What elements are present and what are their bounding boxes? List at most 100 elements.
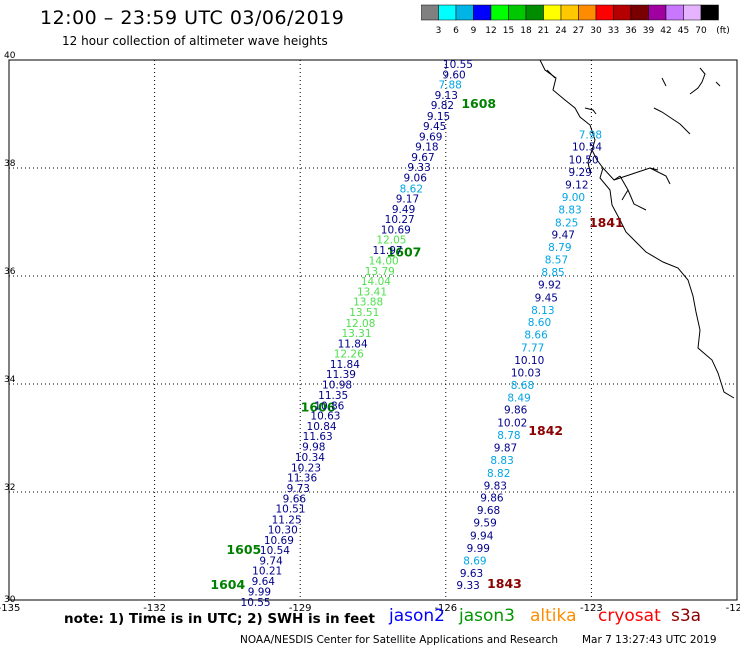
coastline [539, 59, 735, 399]
swh-value-label: 9.94 [470, 531, 494, 543]
legend-bin-label: 45 [678, 26, 689, 36]
legend-unit: (ft) [716, 26, 730, 36]
swh-value-label: 9.87 [494, 443, 517, 455]
lat-tick-label: 32 [4, 483, 15, 493]
pass-time-labels: 1608 1607 1606 1605 1604 1841 1842 1843 [210, 96, 623, 592]
lon-tick-label: -132 [143, 603, 166, 614]
swh-value-label: 8.79 [548, 242, 571, 254]
swh-value-label: 10.51 [275, 504, 305, 516]
swh-value-label: 13.79 [365, 266, 395, 278]
swh-value-label: 10.55 [443, 59, 473, 71]
map-title: 12:00 – 23:59 UTC 03/06/2019 [40, 7, 345, 29]
swh-value-label: 9.60 [442, 69, 465, 81]
legend-bin-label: 15 [503, 26, 514, 36]
swh-value-label: 9.47 [552, 230, 575, 242]
swh-value-label: 13.51 [349, 307, 379, 319]
swh-value-label: 11.97 [373, 245, 403, 257]
legend-bin-label: 12 [485, 26, 496, 36]
swh-value-label: 9.69 [419, 131, 442, 143]
swh-value-label: 9.63 [460, 568, 483, 580]
swh-value-label: 7.77 [521, 343, 544, 355]
swh-value-label: 8.78 [497, 430, 520, 442]
swh-value-label: 12.26 [334, 349, 364, 361]
legend-bin-label: 3 [436, 26, 442, 36]
swh-value-label: 9.68 [477, 505, 500, 517]
legend-bin-label: 30 [590, 26, 602, 36]
swh-value-label: 12.08 [345, 318, 375, 330]
satellite-name-s3a: s3a [671, 606, 702, 626]
swh-value-label: 11.25 [272, 514, 302, 526]
legend-bin-label: 33 [608, 26, 619, 36]
legend-swatch [490, 4, 509, 21]
legend-bin-label: 18 [520, 26, 532, 36]
pass-time-label: 1608 [461, 96, 496, 111]
swh-value-label: 9.92 [538, 279, 561, 291]
swh-value-label: 9.45 [423, 121, 446, 133]
lat-tick-label: 40 [4, 51, 16, 61]
pass-time-label: 1606 [301, 400, 336, 415]
legend-swatch [613, 4, 632, 21]
swh-value-label: 9.18 [415, 142, 438, 154]
satellite-name-altika: altika [530, 606, 577, 626]
pass-time-label: 1607 [387, 245, 422, 260]
legend-swatch [473, 4, 492, 21]
swh-value-label: 8.66 [524, 330, 548, 342]
swh-value-label: 8.25 [555, 217, 578, 229]
swh-value-label: 10.10 [514, 355, 544, 367]
swh-value-label: 9.64 [252, 576, 276, 588]
swh-value-label: 9.86 [504, 405, 528, 417]
legend-swatch [648, 4, 667, 21]
legend-bin-label: 70 [695, 26, 707, 36]
legend-swatch [700, 4, 719, 21]
lon-tick-label: -135 [0, 603, 20, 614]
swh-value-label: 8.85 [541, 267, 564, 279]
lon-tick-label: -126 [434, 603, 457, 614]
swh-value-label: 8.60 [528, 317, 551, 329]
swh-value-label: 9.29 [569, 167, 592, 179]
swh-value-label: 10.54 [572, 142, 602, 154]
lon-tick-label: -129 [289, 603, 312, 614]
swh-value-label: 8.57 [545, 255, 568, 267]
swh-value-label: 11.63 [303, 431, 333, 443]
legend-swatch [438, 4, 457, 21]
swh-value-label: 10.63 [310, 411, 340, 423]
legend-swatch [543, 4, 562, 21]
lat-tick-label: 38 [4, 159, 16, 169]
swh-value-label: 10.30 [268, 525, 298, 537]
swh-value-label: 9.33 [456, 580, 479, 592]
swh-value-label: 11.84 [330, 359, 360, 371]
legend-swatch [630, 4, 649, 21]
swh-value-label: 8.69 [463, 555, 486, 567]
swh-value-label: 13.41 [357, 286, 387, 298]
lat-tick-label: 30 [4, 595, 16, 605]
swh-value-label: 10.55 [241, 597, 271, 609]
satellite-name-cryosat: cryosat [598, 606, 661, 626]
swh-value-label: 9.83 [484, 480, 507, 492]
swh-value-label: 9.45 [535, 292, 558, 304]
swh-value-label: 8.13 [531, 305, 554, 317]
legend-bin-label: 6 [453, 26, 459, 36]
pass-time-label: 1605 [226, 542, 261, 557]
swh-value-label: 9.99 [467, 543, 490, 555]
swh-value-label: 9.59 [473, 518, 496, 530]
swh-value-label: 9.17 [396, 194, 419, 206]
graticule [9, 60, 737, 600]
pass-time-label: 1841 [589, 215, 624, 230]
swh-value-label: 8.68 [511, 380, 534, 392]
swh-value-label: 10.34 [295, 452, 325, 464]
swh-value-label: 10.69 [264, 535, 294, 547]
swh-value-label: 9.74 [259, 555, 283, 567]
swh-value-label: 10.02 [497, 418, 527, 430]
pass-time-label: 1843 [487, 576, 522, 591]
swh-value-label: 9.33 [407, 162, 430, 174]
swh-value-label: 8.82 [487, 468, 510, 480]
swh-value-label: 9.12 [565, 180, 588, 192]
legend-bin-label: 39 [643, 26, 655, 36]
swh-value-label: 9.13 [435, 90, 458, 102]
swh-value-label: 13.31 [341, 328, 371, 340]
swh-value-label: 11.35 [318, 390, 348, 402]
legend-swatch [421, 4, 439, 21]
swh-value-label: 9.66 [283, 493, 307, 505]
legend-bin-label: 42 [660, 26, 671, 36]
